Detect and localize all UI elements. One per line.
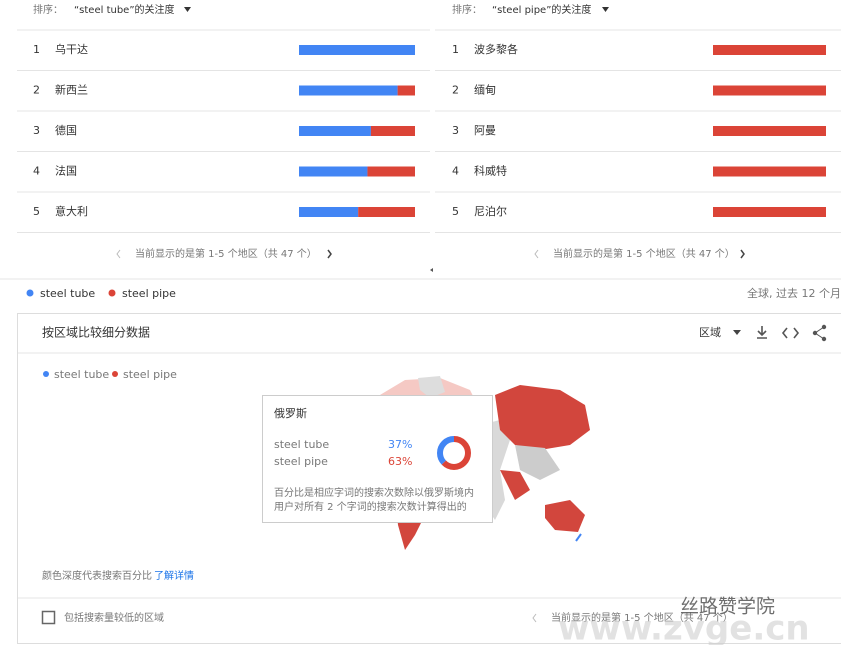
bar-segment [398,86,415,96]
tooltip-value: 63% [388,455,412,468]
sort-term[interactable]: “steel pipe”的关注度 [492,3,591,16]
rank: 2 [33,84,40,97]
rank: 2 [452,84,459,97]
sort-label: 排序： [452,3,482,16]
tooltip-value: 37% [388,438,412,451]
bar-segment [358,207,415,217]
sort-label: 排序： [33,3,63,16]
tooltip-note: 百分比是相应字词的搜索次数除以俄罗斯境内 [274,486,474,499]
bar-segment [371,126,415,136]
bar-segment [713,207,826,217]
watermark-site: www.zvge.cn [558,609,810,646]
legend-label: steel pipe [122,287,176,300]
legend-dot [27,290,34,297]
legend-label: steel pipe [123,368,177,381]
pagination: 当前显示的是第 1-5 个地区（共 47 个） [135,247,317,260]
legend-label: steel tube [54,368,109,381]
section-title: 按区域比较细分数据 [42,325,150,340]
scope[interactable]: 全球, 过去 12 个月 [747,286,841,300]
bar-segment [713,126,826,136]
rank: 5 [33,205,40,218]
rank: 3 [452,124,459,137]
region-name[interactable]: 阿曼 [474,124,496,137]
rank: 1 [452,43,459,56]
tooltip-series: steel tube [274,438,329,451]
legend-dot [112,371,118,377]
checkbox[interactable] [43,612,55,624]
bar-segment [713,167,826,177]
region-name[interactable]: 波多黎各 [474,42,518,56]
region-name[interactable]: 科威特 [474,164,507,178]
region-name[interactable]: 德国 [55,123,77,137]
region-name[interactable]: 缅甸 [474,83,496,97]
region-name[interactable]: 法国 [55,164,77,178]
bar-segment [299,167,367,177]
legend-dot [43,371,49,377]
region-name[interactable]: 乌干达 [55,42,88,56]
rank: 5 [452,205,459,218]
region-name[interactable]: 意大利 [55,204,88,218]
tooltip-note: 用户对所有 2 个字词的搜索次数计算得出的 [274,500,467,513]
tooltip: 俄罗斯 steel tube steel pipe 37% 63% 百分比是相应… [263,396,493,523]
bar-segment [299,45,415,55]
bar-segment [713,45,826,55]
region-name[interactable]: 新西兰 [55,83,88,97]
rank: 4 [452,165,459,178]
region-name[interactable]: 尼泊尔 [474,205,507,218]
bar-segment [367,167,415,177]
bar-segment [713,86,826,96]
checkbox-label[interactable]: 包括搜索量较低的区域 [64,611,164,624]
bar-segment [299,126,371,136]
rank: 4 [33,165,40,178]
pagination: 当前显示的是第 1-5 个地区（共 47 个） [553,247,735,260]
rank: 1 [33,43,40,56]
sort-term[interactable]: “steel tube”的关注度 [74,3,175,16]
legend-label: steel tube [40,287,95,300]
tooltip-series: steel pipe [274,455,328,468]
region-dropdown[interactable]: 区域 [699,326,721,339]
color-note: 颜色深度代表搜索百分比 [42,569,152,582]
legend-dot [109,290,116,297]
bar-segment [299,207,358,217]
rank: 3 [33,124,40,137]
learn-more-link[interactable]: 了解详情 [154,569,194,582]
bar-segment [299,86,398,96]
tooltip-region: 俄罗斯 [274,407,307,420]
